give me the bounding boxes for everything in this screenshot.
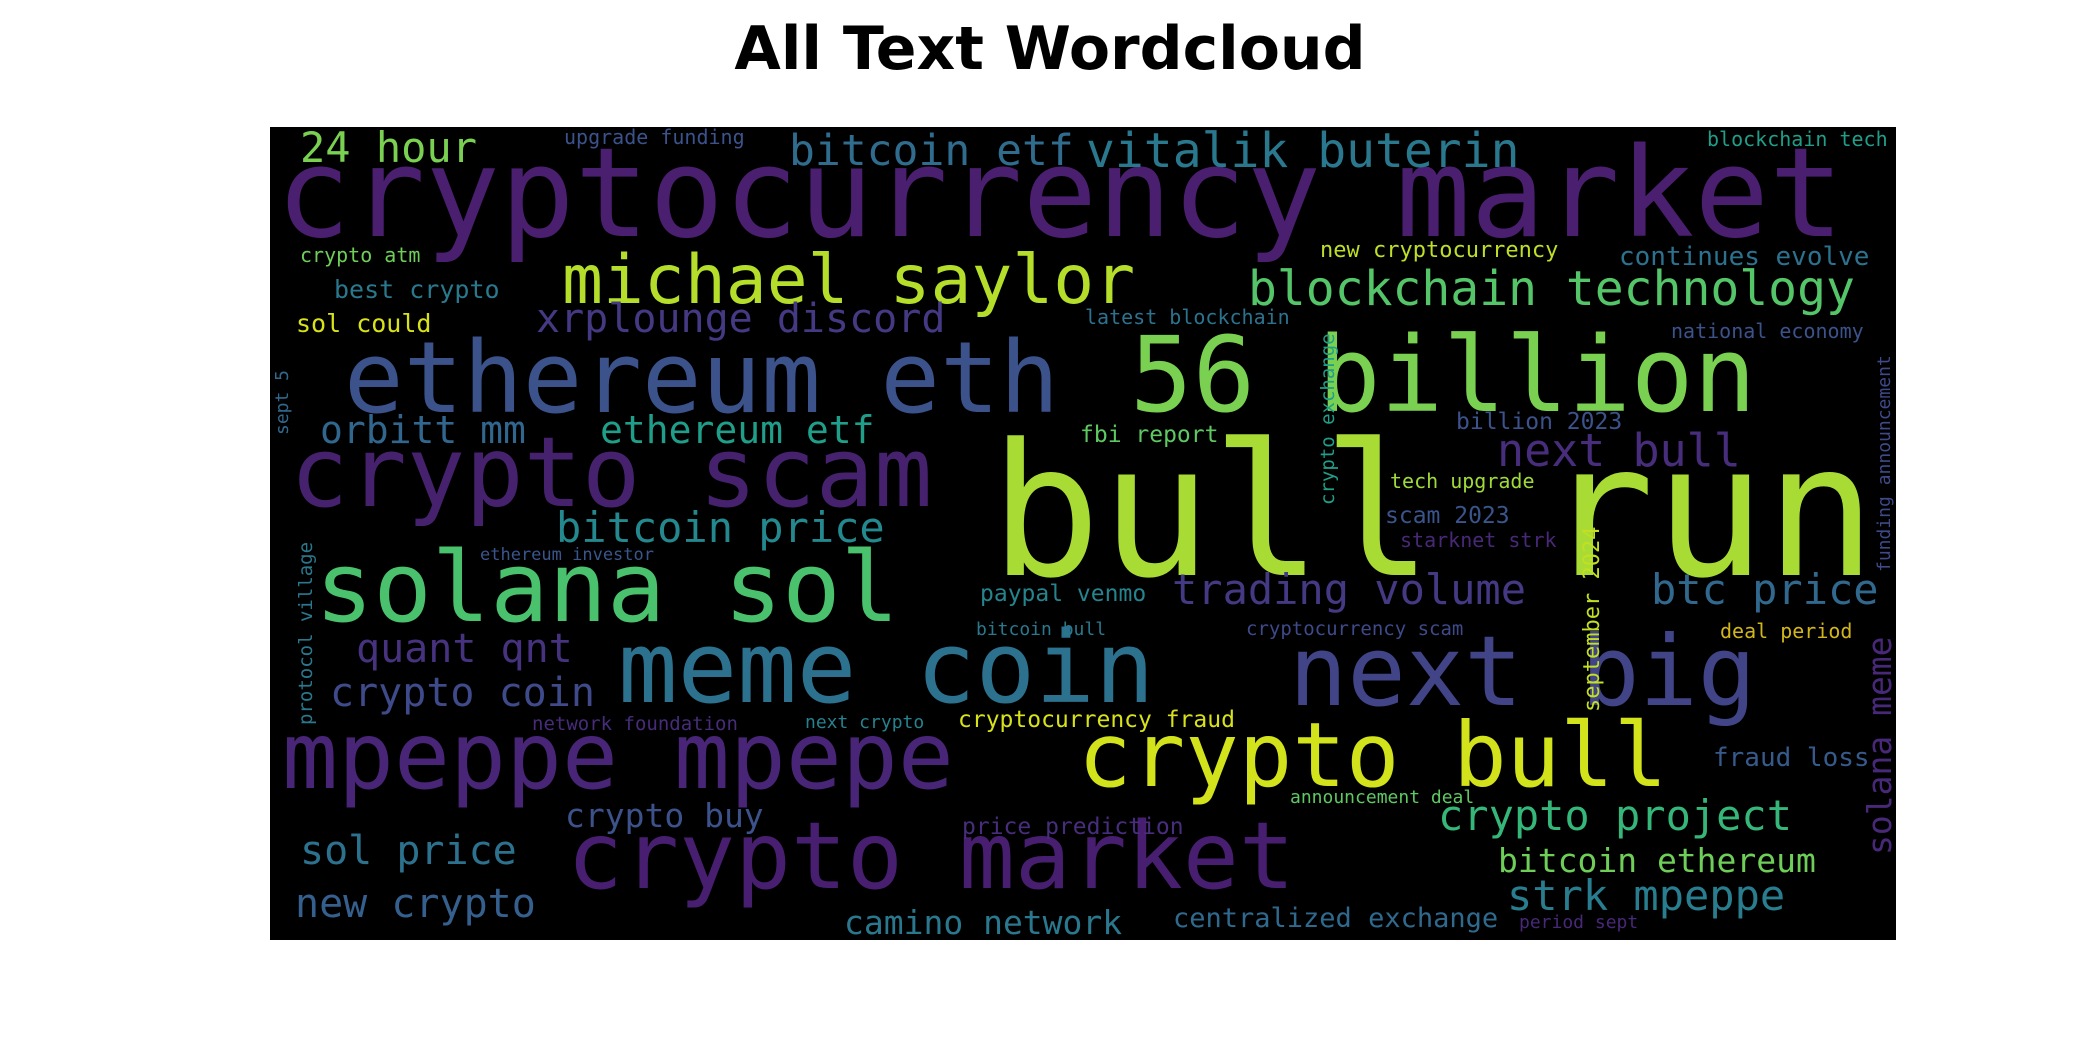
word-national-economy: national economy [1671, 319, 1864, 343]
word-price-prediction: price prediction [962, 814, 1184, 840]
word-deal-period: deal period [1720, 619, 1853, 643]
word-blockchain-technology: blockchain technology [1248, 261, 1855, 317]
word-crypto-atm: crypto atm [300, 243, 421, 267]
word-ethereum-etf: ethereum etf [600, 408, 875, 452]
word-ethereum-eth: ethereum eth [344, 321, 1060, 436]
word-upgrade-funding: upgrade funding [564, 127, 745, 149]
word-fraud-loss: fraud loss [1713, 743, 1870, 773]
word-announcement-deal: announcement deal [1290, 787, 1475, 808]
word-crypto-scam: crypto scam [290, 416, 933, 529]
word-solana-sol: solana sol [315, 531, 899, 644]
word-tech-upgrade: tech upgrade [1390, 469, 1535, 493]
word-best-crypto: best crypto [334, 275, 500, 304]
chart-title: All Text Wordcloud [734, 14, 1366, 84]
word-trading-volume: trading volume [1172, 565, 1527, 614]
word-bull-run: bull run [990, 405, 1877, 619]
word-michael-saylor: michael saylor [562, 241, 1136, 320]
word-crypto-buy: crypto buy [565, 796, 764, 835]
word-centralized-exchange: centralized exchange [1173, 903, 1499, 934]
word-crypto-coin: crypto coin [330, 670, 595, 716]
word-bitcoin-etf: bitcoin etf [789, 127, 1074, 176]
word-september-2024: september 2024 [1580, 526, 1605, 712]
word-btc-price: btc price [1651, 565, 1879, 614]
word-crypto-project: crypto project [1438, 791, 1793, 840]
word-strk-mpeppe: strk mpeppe [1507, 871, 1786, 920]
word-new-cryptocurrency: new cryptocurrency [1320, 238, 1559, 263]
word-next-big: next big [1289, 615, 1757, 728]
word-crypto-market: crypto market [567, 802, 1295, 910]
word-latest-blockchain: latest blockchain [1085, 305, 1290, 329]
word-new-crypto: new crypto [295, 881, 536, 927]
word-blockchain-tech: blockchain tech [1707, 127, 1888, 151]
word-cryptocurrency-fraud: cryptocurrency fraud [958, 707, 1235, 733]
word-continues-evolve: continues evolve [1619, 242, 1870, 272]
word-cryptocurrency-market: cryptocurrency market [276, 127, 1844, 266]
word-sept-5: sept 5 [272, 369, 293, 435]
wordcloud: cryptocurrency market bull run 56 billio… [270, 127, 1896, 940]
word-bitcoin-ethereum: bitcoin ethereum [1498, 841, 1816, 880]
word-xrplounge-discord: xrplounge discord [536, 296, 946, 342]
word-next-crypto: next crypto [805, 712, 925, 733]
word-24-hour: 24 hour [300, 127, 478, 172]
word-protocol-village: protocol village [295, 541, 317, 725]
word-mpeppe-mpepe: mpeppe mpepe [282, 702, 954, 810]
word-ethereum-investor: ethereum investor [480, 545, 654, 565]
word-sol-could: sol could [296, 309, 432, 338]
word-crypto-exchange: crypto exchange [1317, 333, 1339, 505]
word-fbi-report: fbi report [1080, 422, 1219, 448]
word-sol-price: sol price [300, 828, 517, 874]
word-quant-qnt: quant qnt [356, 626, 573, 672]
word-cryptocurrency-scam: cryptocurrency scam [1246, 618, 1464, 640]
word-billion-2023: billion 2023 [1456, 409, 1623, 435]
word-paypal-venmo: paypal venmo [980, 581, 1147, 607]
word-funding-announcement: funding announcement [1874, 355, 1895, 572]
word-bitcoin-price: bitcoin price [556, 503, 885, 552]
word-period-sept: period sept [1519, 912, 1639, 933]
word-network-foundation: network foundation [532, 713, 738, 735]
word-vitalik-buterin: vitalik buterin [1086, 127, 1520, 179]
word-56-billion: 56 billion [1130, 314, 1757, 436]
word-orbitt-mm: orbitt mm [320, 408, 526, 452]
word-starknet-strk: starknet strk [1400, 528, 1557, 552]
word-next-bull: next bull [1497, 424, 1741, 477]
word-bitcoin-bull: bitcoin bull [976, 619, 1107, 640]
word-camino-network: camino network [844, 903, 1123, 940]
word-crypto-bull: crypto bull [1078, 703, 1668, 807]
word-scam-2023: scam 2023 [1385, 503, 1510, 529]
word-meme-coin: meme coin [618, 611, 1155, 726]
